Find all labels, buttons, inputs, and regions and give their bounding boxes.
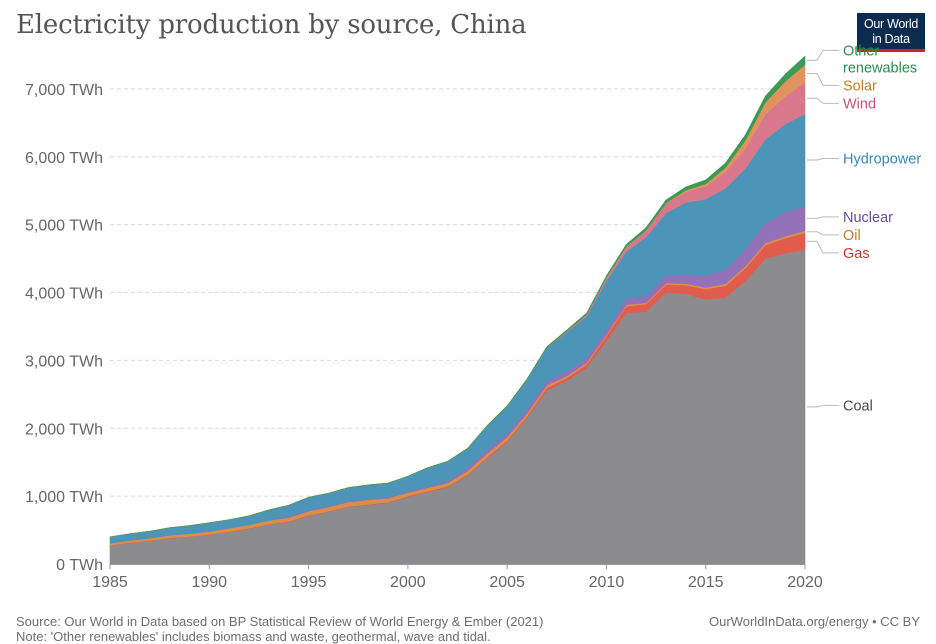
y-tick-label: 6,000 TWh xyxy=(25,150,103,167)
note-text: Note: 'Other renewables' includes biomas… xyxy=(16,629,491,644)
chart-title: Electricity production by source, China xyxy=(16,10,527,40)
logo-line-2: in Data xyxy=(872,32,910,46)
logo-line-1: Our World xyxy=(863,17,919,31)
label-hydropower: Hydropower xyxy=(843,151,921,167)
label-oil: Oil xyxy=(843,228,861,244)
label-wind: Wind xyxy=(843,96,876,112)
y-tick-label: 4,000 TWh xyxy=(25,286,103,303)
connector-nuclear xyxy=(807,216,839,219)
tick-labels: 0 TWh 1,000 TWh 2,000 TWh 3,000 TWh 4,000 TW… xyxy=(25,82,823,591)
x-tick-label: 2010 xyxy=(589,574,625,591)
label-nuclear: Nuclear xyxy=(843,210,893,226)
label-other-renewables: Other xyxy=(843,43,879,59)
connector-other-renewables xyxy=(807,49,839,61)
axes xyxy=(109,564,806,569)
x-tick-label: 2000 xyxy=(390,574,426,591)
y-tick-label: 2,000 TWh xyxy=(25,421,103,438)
source-text: Source: Our World in Data based on BP St… xyxy=(16,614,544,629)
y-tick-label: 7,000 TWh xyxy=(25,82,103,99)
x-tick-label: 1985 xyxy=(92,574,128,591)
connector-solar xyxy=(807,73,839,86)
connector-hydropower xyxy=(807,158,839,161)
y-tick-label: 5,000 TWh xyxy=(25,218,103,235)
area-other-renewables xyxy=(109,55,806,538)
connector-wind xyxy=(807,97,839,104)
footer-link[interactable]: OurWorldInData.org/energy • CC BY xyxy=(709,614,920,629)
x-tick-label: 1990 xyxy=(191,574,227,591)
connector-oil xyxy=(807,231,839,236)
grid-lines xyxy=(110,88,805,497)
y-tick-label: 0 TWh xyxy=(56,557,103,574)
label-coal: Coal xyxy=(843,398,873,414)
owid-logo[interactable]: Our World in Data xyxy=(857,13,925,52)
x-tick-label: 2005 xyxy=(489,574,525,591)
label-other-renewables: renewables xyxy=(843,60,917,76)
label-gas: Gas xyxy=(843,246,870,262)
y-tick-label: 1,000 TWh xyxy=(25,489,103,506)
area-chart: 0 TWh 1,000 TWh 2,000 TWh 3,000 TWh 4,000 TW… xyxy=(25,43,921,591)
label-solar: Solar xyxy=(843,78,877,94)
x-tick-label: 1995 xyxy=(291,574,327,591)
x-tick-label: 2020 xyxy=(787,574,823,591)
stacked-areas xyxy=(109,55,806,565)
x-tick-label: 2015 xyxy=(688,574,724,591)
footer-notes: Source: Our World in Data based on BP St… xyxy=(16,614,543,644)
connector-coal xyxy=(807,404,839,408)
connector-gas xyxy=(807,240,839,254)
y-tick-label: 3,000 TWh xyxy=(25,353,103,370)
